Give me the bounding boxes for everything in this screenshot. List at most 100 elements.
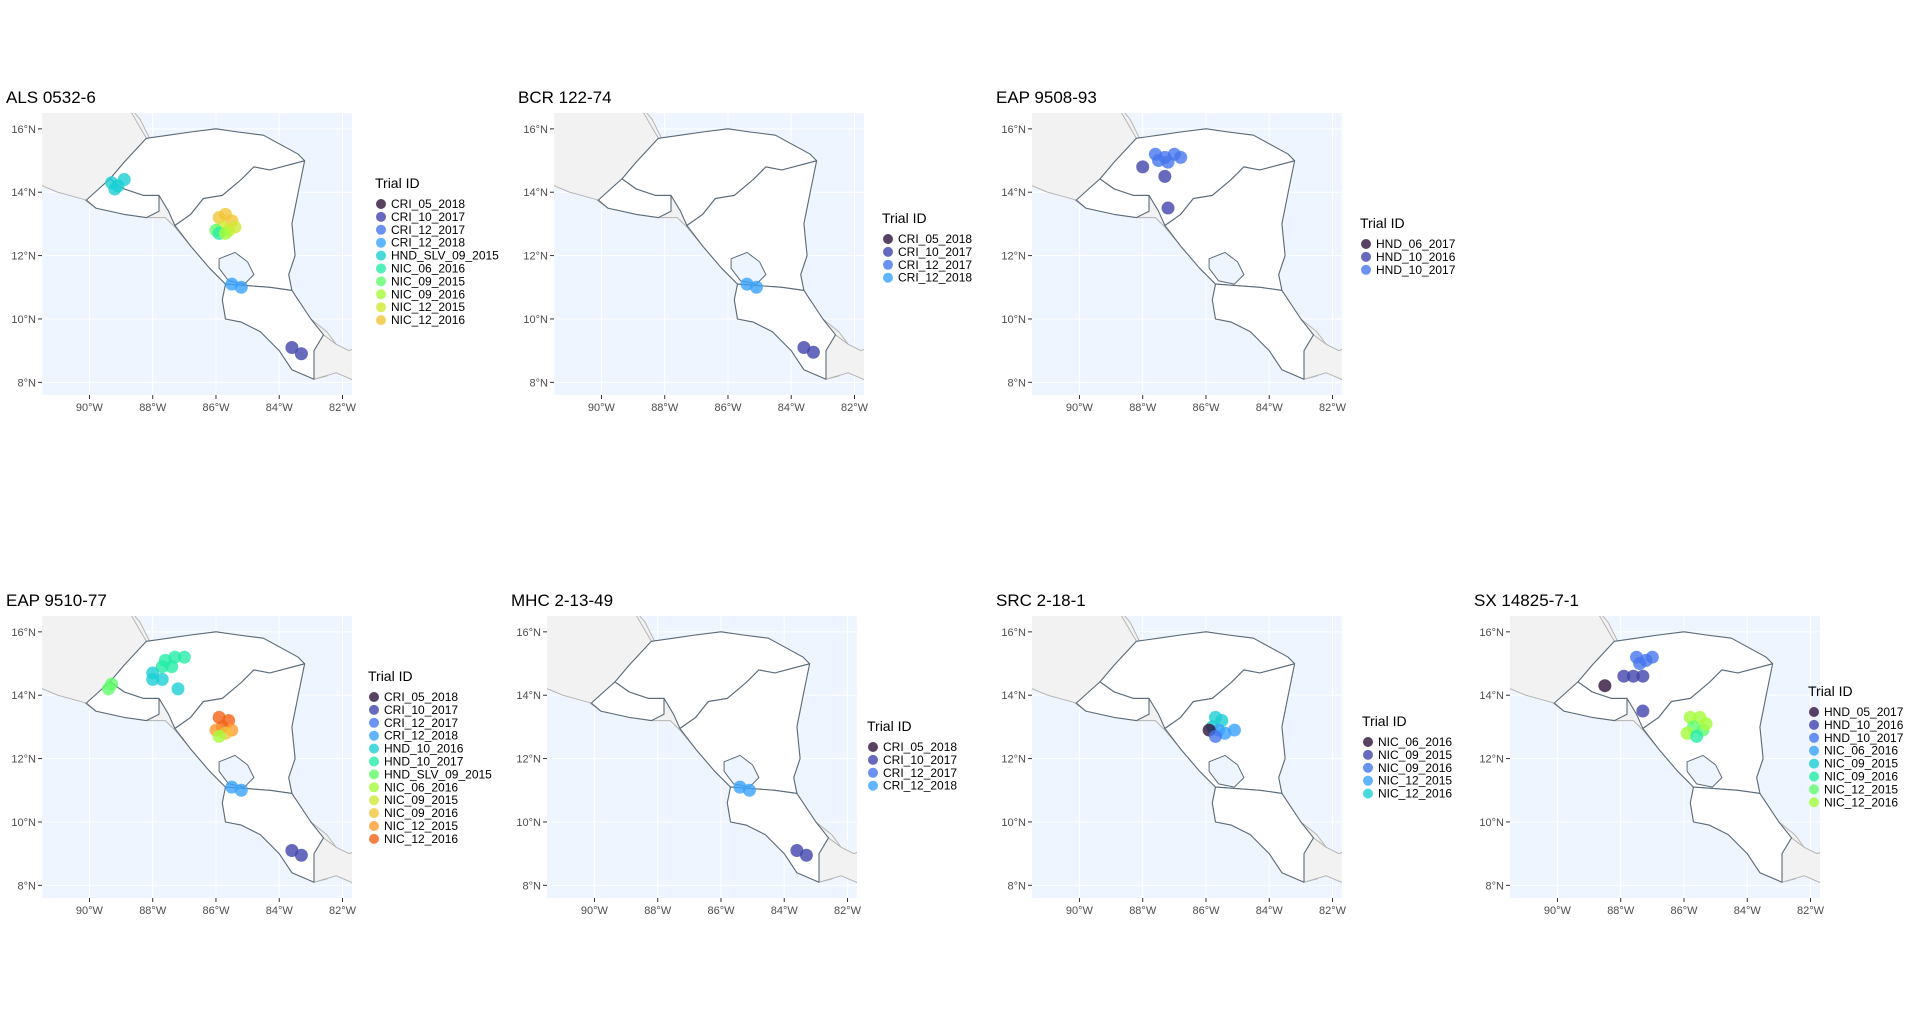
trial-point bbox=[117, 173, 131, 187]
legend: Trial ID NIC_06_2016NIC_09_2015NIC_09_201… bbox=[1362, 713, 1452, 801]
legend-label: NIC_12_2015 bbox=[384, 819, 458, 833]
x-tick-label: 88°W bbox=[1129, 905, 1157, 917]
map-plot: 90°W 88°W 86°W 84°W 82°W 8°N 10°N 12°N 14°N 16°N T… bbox=[1479, 616, 1904, 917]
y-tick-label: 8°N bbox=[530, 377, 549, 389]
trial-points bbox=[1202, 710, 1241, 743]
legend-label: NIC_12_2016 bbox=[1824, 795, 1898, 809]
trial-point bbox=[101, 682, 115, 696]
x-tick-label: 82°W bbox=[329, 905, 357, 917]
panel-title: BCR 122-74 bbox=[518, 88, 612, 107]
trial-point bbox=[1626, 669, 1640, 683]
legend: Trial IDCRI_05_2018CRI_10_2017CRI_12_201… bbox=[882, 210, 972, 285]
legend-label: CRI_05_2018 bbox=[883, 740, 957, 754]
legend-label: HND_10_2017 bbox=[1376, 263, 1456, 277]
y-tick-label: 10°N bbox=[11, 314, 36, 326]
trial-point bbox=[799, 848, 813, 862]
legend-swatch bbox=[369, 769, 379, 780]
legend-label: NIC_09_2016 bbox=[384, 806, 458, 820]
y-tick-label: 14°N bbox=[11, 187, 36, 199]
legend-label: CRI_10_2017 bbox=[883, 753, 957, 767]
lake-nicaragua bbox=[1208, 251, 1245, 285]
lake-nicaragua bbox=[1686, 754, 1723, 788]
x-tick-label: 90°W bbox=[588, 402, 616, 414]
lake-nicaragua bbox=[218, 251, 255, 285]
map-plot: 90°W 88°W 86°W 84°W 82°W 8°N 10°N 12°N 14°N 16°N T… bbox=[11, 616, 492, 917]
map-panel: BCR 122-74 90°W 88°W 86°W 84°W 82°W 8°N 10°N 12°… bbox=[512, 88, 972, 414]
trial-points bbox=[1598, 650, 1713, 743]
y-tick-label: 14°N bbox=[1001, 187, 1026, 199]
legend-swatch bbox=[1809, 719, 1819, 730]
y-tick-label: 12°N bbox=[523, 251, 548, 263]
legend-swatch bbox=[376, 315, 386, 326]
x-tick-label: 90°W bbox=[76, 905, 104, 917]
legend-swatch bbox=[1363, 737, 1373, 747]
land-layer bbox=[1032, 113, 1342, 381]
panel-title: MHC 2-13-49 bbox=[511, 591, 614, 610]
map-panel: SRC 2-18-1 90°W 88°W 86°W 84°W 82°W 8°N 10°N 12°… bbox=[990, 591, 1452, 917]
x-tick-label: 88°W bbox=[651, 402, 679, 414]
x-tick-label: 82°W bbox=[834, 905, 862, 917]
legend-swatch bbox=[376, 289, 386, 300]
legend-label: CRI_12_2017 bbox=[883, 766, 957, 780]
y-tick-label: 12°N bbox=[1479, 754, 1504, 766]
map-plot: 90°W 88°W 86°W 84°W 82°W 8°N 10°N 12°N 14°N 16°N T… bbox=[516, 616, 957, 917]
panel-title: SX 14825-7-1 bbox=[1474, 591, 1579, 610]
map-plot: 90°W 88°W 86°W 84°W 82°W 8°N 10°N 12°N 14°N 16°N T… bbox=[1001, 616, 1452, 917]
legend-swatch bbox=[376, 276, 386, 287]
legend-title: Trial ID bbox=[1360, 215, 1405, 231]
country-el-salvador bbox=[590, 681, 665, 722]
y-tick-label: 10°N bbox=[1001, 314, 1026, 326]
x-tick-label: 84°W bbox=[1734, 905, 1762, 917]
legend: Trial ID CRI_05_2018CRI_10_2017CRI_12_201… bbox=[867, 718, 957, 793]
panel-title: EAP 9508-93 bbox=[996, 88, 1097, 107]
trial-point bbox=[1161, 155, 1175, 169]
legend-label: CRI_12_2017 bbox=[898, 258, 972, 272]
legend-label: NIC_12_2016 bbox=[384, 832, 458, 846]
y-tick-label: 10°N bbox=[1001, 817, 1026, 829]
x-tick-label: 86°W bbox=[202, 905, 230, 917]
legend-swatch bbox=[369, 808, 379, 819]
legend: Trial IDCRI_05_2018CRI_10_2017CRI_12_201… bbox=[368, 668, 492, 846]
legend-label: NIC_06_2016 bbox=[391, 262, 465, 276]
x-tick-label: 86°W bbox=[707, 905, 735, 917]
country-el-salvador bbox=[597, 178, 672, 219]
trial-point bbox=[1158, 169, 1172, 183]
legend-title: Trial ID bbox=[368, 668, 413, 684]
country-costa-rica bbox=[1211, 283, 1315, 380]
legend-swatch bbox=[1809, 758, 1819, 769]
legend-swatch bbox=[1809, 771, 1819, 782]
legend-label: HND_SLV_09_2015 bbox=[391, 249, 499, 263]
panel-title: SRC 2-18-1 bbox=[996, 591, 1086, 610]
x-tick-label: 82°W bbox=[1319, 402, 1347, 414]
y-tick-label: 16°N bbox=[11, 124, 36, 136]
y-tick-label: 16°N bbox=[523, 124, 548, 136]
x-tick-label: 84°W bbox=[266, 402, 294, 414]
x-tick-label: 90°W bbox=[1066, 905, 1094, 917]
legend-label: NIC_09_2015 bbox=[384, 793, 458, 807]
legend-title: Trial ID bbox=[867, 718, 912, 734]
trial-point bbox=[1633, 657, 1647, 671]
legend-label: NIC_06_2016 bbox=[384, 780, 458, 794]
x-tick-label: 90°W bbox=[581, 905, 609, 917]
trial-point bbox=[1227, 723, 1241, 737]
legend-label: HND_10_2017 bbox=[1824, 731, 1904, 745]
trial-point bbox=[234, 280, 248, 294]
legend-label: NIC_09_2015 bbox=[1824, 757, 1898, 771]
legend-swatch bbox=[376, 263, 386, 274]
y-tick-label: 8°N bbox=[1486, 880, 1505, 892]
legend-label: NIC_12_2015 bbox=[1378, 774, 1452, 788]
x-tick-label: 84°W bbox=[1256, 905, 1284, 917]
trial-points bbox=[1136, 147, 1188, 215]
y-tick-label: 12°N bbox=[1001, 251, 1026, 263]
x-tick-label: 90°W bbox=[76, 402, 104, 414]
legend-swatch bbox=[1363, 775, 1373, 786]
x-tick-label: 84°W bbox=[778, 402, 806, 414]
y-tick-label: 14°N bbox=[516, 690, 541, 702]
y-tick-label: 12°N bbox=[516, 754, 541, 766]
trial-point bbox=[1636, 704, 1650, 718]
land-layer bbox=[1032, 616, 1342, 884]
trial-point bbox=[228, 220, 242, 234]
trial-point bbox=[218, 226, 232, 240]
trial-point bbox=[1208, 729, 1222, 743]
y-tick-label: 16°N bbox=[11, 627, 36, 639]
